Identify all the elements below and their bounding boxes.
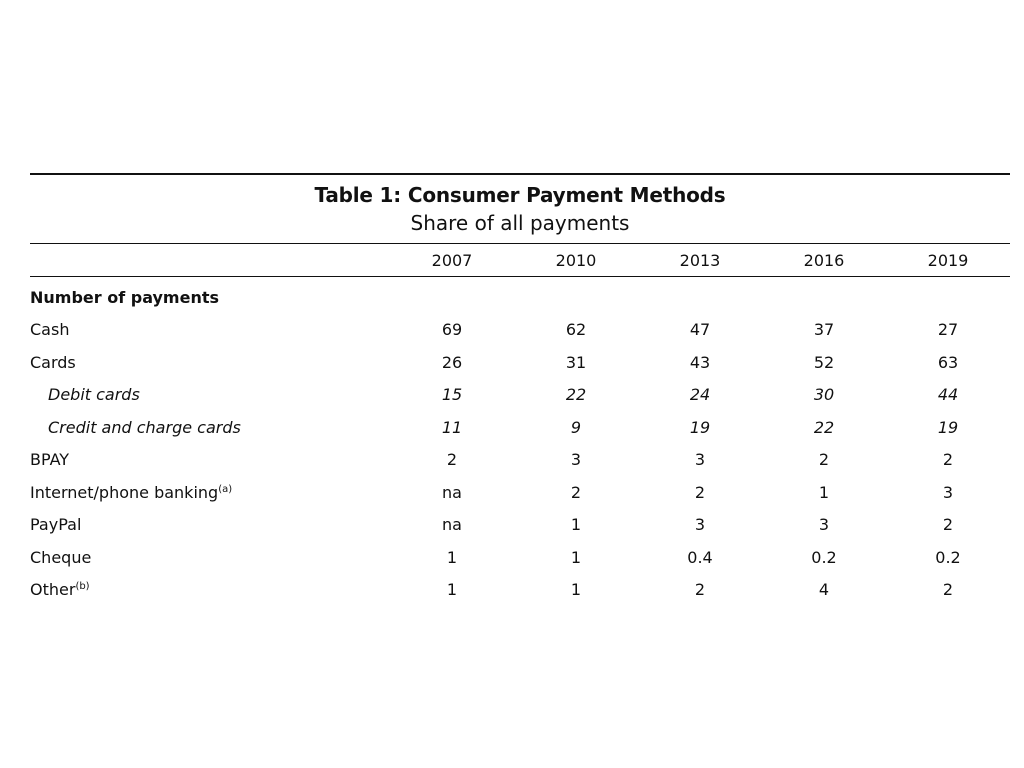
table-cell: 1: [446, 580, 458, 600]
section-label: Number of payments: [30, 287, 220, 307]
table-cell: 24: [689, 385, 711, 405]
table-subtitle: Share of all payments: [410, 211, 630, 235]
table-cell: 11: [441, 417, 463, 437]
row-label: Other(b): [30, 580, 90, 600]
table-cell: 2: [942, 580, 954, 600]
table-cell: 15: [441, 385, 463, 405]
table-row: Cards 26 31 43 52 63: [30, 346, 1010, 379]
row-label: PayPal: [30, 515, 82, 535]
table-cell: 3: [694, 515, 706, 535]
table-caption: Table 1: Consumer Payment Methods Share …: [30, 175, 1010, 243]
table-cell: 47: [689, 320, 711, 340]
table-cell: 19: [937, 417, 959, 437]
row-label: Cards: [30, 352, 76, 372]
row-label: Cash: [30, 320, 70, 340]
header-row: 2007 2010 2013 2016 2019: [30, 244, 1010, 277]
table-cell: 2: [694, 482, 706, 502]
table-cell: 1: [570, 515, 582, 535]
table-cell: 30: [813, 385, 835, 405]
table-cell: 52: [813, 352, 835, 372]
table-cell: 2: [942, 450, 954, 470]
table-row: Other(b) 1 1 2 4 2: [30, 574, 1010, 607]
table-cell: 2: [446, 450, 458, 470]
section-row: Number of payments: [30, 277, 1010, 314]
header-label-cell: [30, 244, 390, 277]
table-cell: 27: [937, 320, 959, 340]
table-cell: 31: [565, 352, 587, 372]
table-cell: 62: [565, 320, 587, 340]
table-cell: 22: [813, 417, 835, 437]
row-label: BPAY: [30, 450, 70, 470]
table-cell: 43: [689, 352, 711, 372]
table-row: Internet/phone banking(a) na 2 2 1 3: [30, 476, 1010, 509]
table-cell: 2: [694, 580, 706, 600]
year-header: 2016: [762, 244, 886, 277]
year-header: 2010: [514, 244, 638, 277]
table-cell: 1: [446, 547, 458, 567]
table-cell: 19: [689, 417, 711, 437]
table-row: Debit cards 15 22 24 30 44: [30, 379, 1010, 412]
table-title: Table 1: Consumer Payment Methods: [314, 183, 726, 207]
table-cell: 4: [818, 580, 830, 600]
table-cell: 2: [942, 515, 954, 535]
year-header: 2013: [638, 244, 762, 277]
table-cell: 22: [565, 385, 587, 405]
table-cell: 0.4: [687, 547, 713, 567]
table-cell: 9: [570, 417, 582, 437]
table-cell: 2: [570, 482, 582, 502]
table-cell: 63: [937, 352, 959, 372]
top-rule: [30, 173, 1010, 175]
caption-rule: [30, 243, 1010, 244]
row-label: Debit cards: [48, 385, 140, 405]
table-cell: 0.2: [811, 547, 837, 567]
table-cell: 26: [441, 352, 463, 372]
year-header: 2019: [886, 244, 1010, 277]
table-cell: 3: [818, 515, 830, 535]
table-cell: 3: [694, 450, 706, 470]
table-cell: na: [442, 515, 462, 535]
table-cell: 2: [818, 450, 830, 470]
table-cell: 0.2: [935, 547, 961, 567]
table-cell: na: [442, 482, 462, 502]
table-row: Cash 69 62 47 37 27: [30, 314, 1010, 347]
table-cell: 3: [570, 450, 582, 470]
table-row: BPAY 2 3 3 2 2: [30, 444, 1010, 477]
table-cell: 44: [937, 385, 959, 405]
table-cell: 1: [570, 547, 582, 567]
payment-methods-table: Table 1: Consumer Payment Methods Share …: [30, 173, 1010, 606]
table-row: PayPal na 1 3 3 2: [30, 509, 1010, 542]
table-cell: 69: [441, 320, 463, 340]
year-header: 2007: [390, 244, 514, 277]
table-cell: 1: [570, 580, 582, 600]
row-label: Cheque: [30, 547, 92, 567]
table-cell: 1: [818, 482, 830, 502]
row-label: Credit and charge cards: [48, 417, 241, 437]
table-cell: 37: [813, 320, 835, 340]
row-label: Internet/phone banking(a): [30, 482, 233, 502]
data-table: 2007 2010 2013 2016 2019 Number of payme…: [30, 244, 1010, 606]
table-row: Cheque 1 1 0.4 0.2 0.2: [30, 541, 1010, 574]
table-cell: 3: [942, 482, 954, 502]
table-row: Credit and charge cards 11 9 19 22 19: [30, 411, 1010, 444]
